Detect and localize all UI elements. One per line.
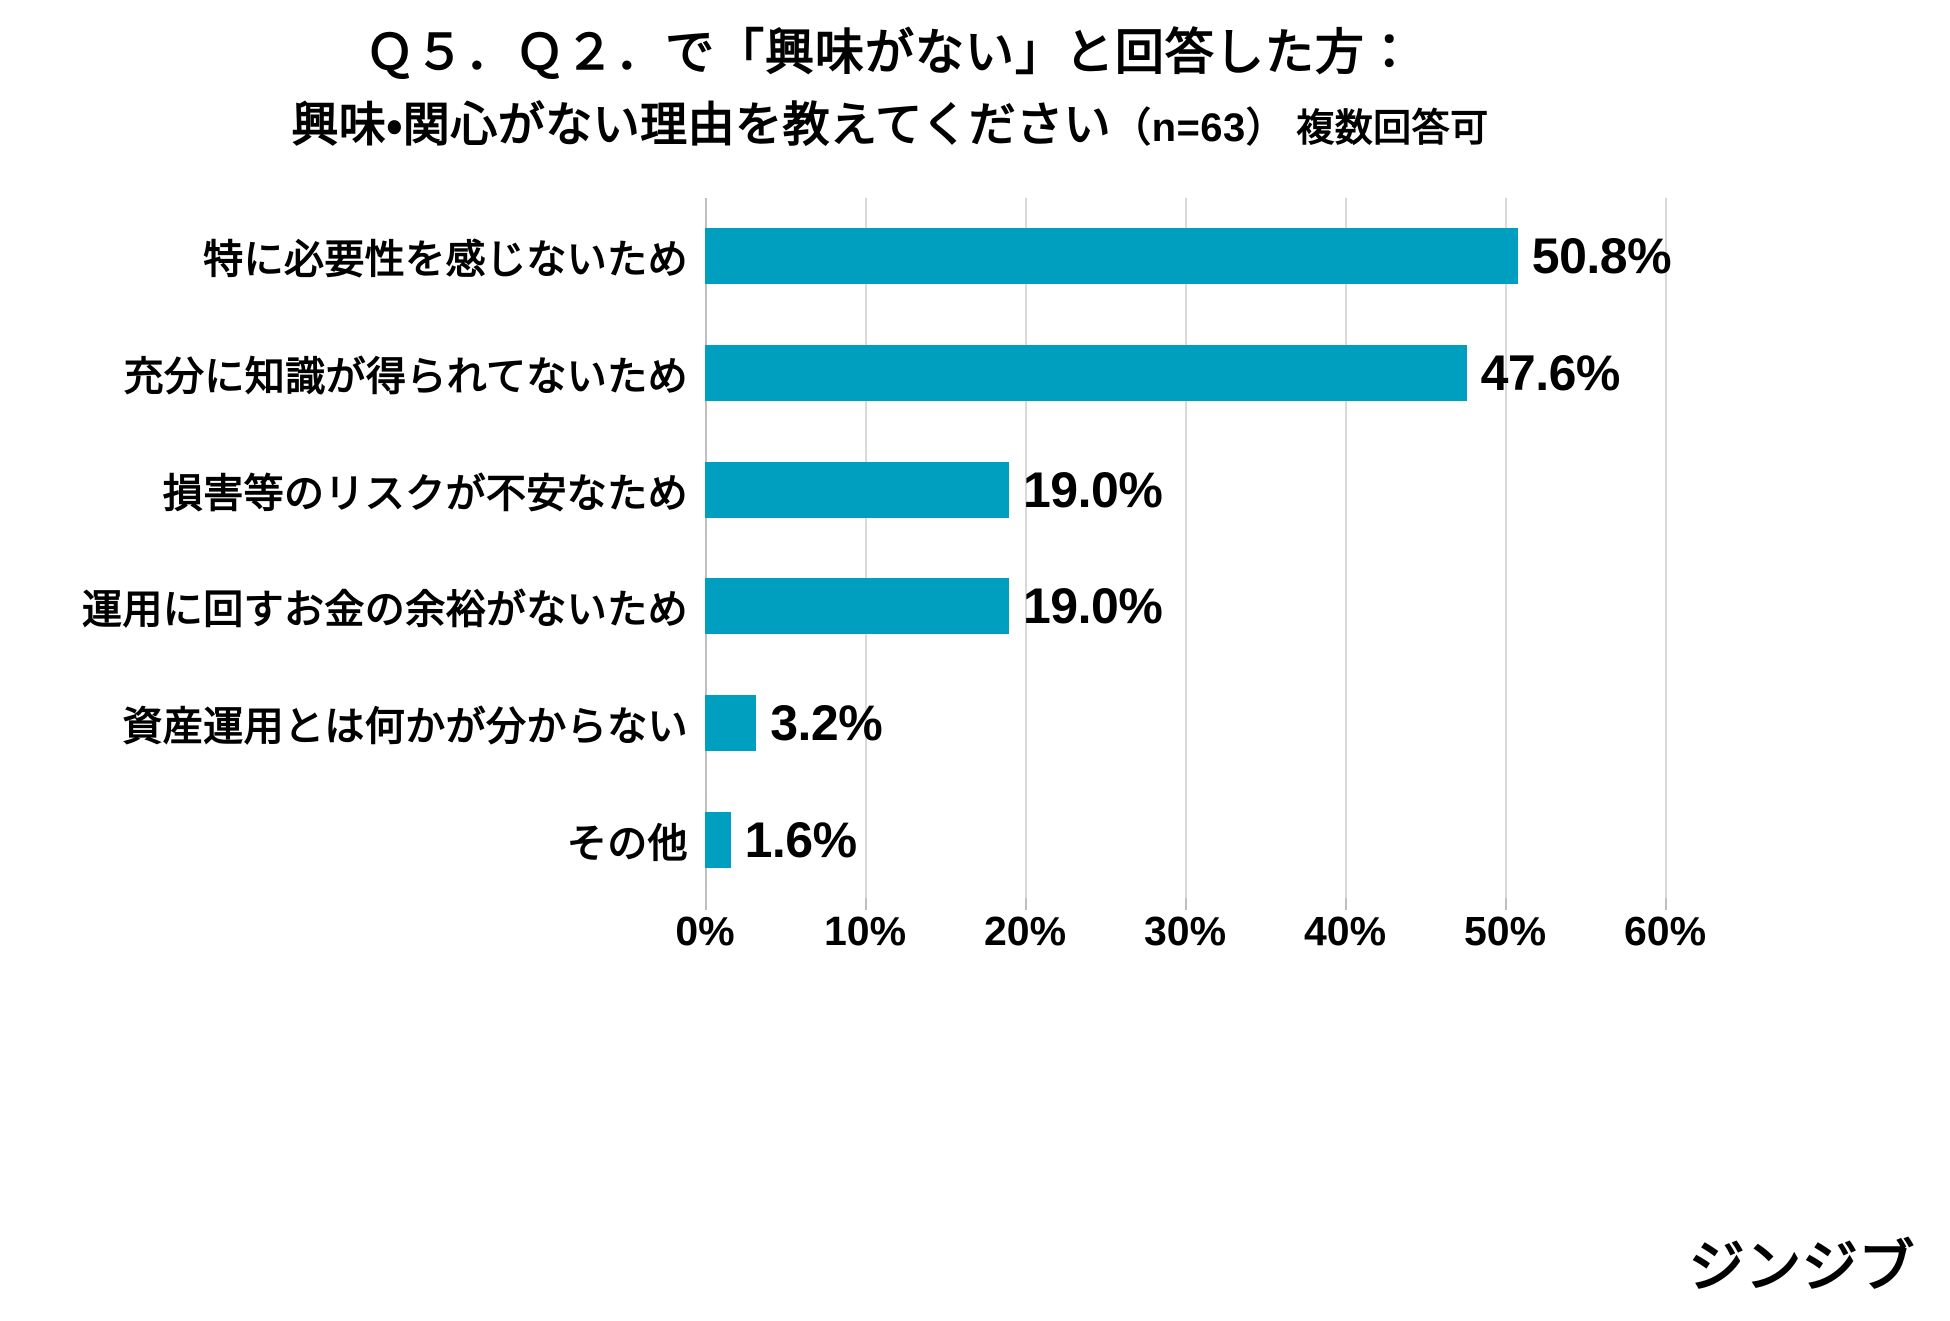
gridline-0%	[705, 198, 707, 898]
category-label: その他	[566, 821, 688, 866]
bar-value-label: 19.0%	[1023, 578, 1163, 635]
bar-row: その他 1.6%	[0, 781, 1950, 898]
x-axis-tick-label: 0%	[675, 908, 735, 954]
bar[interactable]	[705, 228, 1518, 285]
bar-and-value: 50.8%	[705, 198, 1672, 315]
bar-value-label: 19.0%	[1023, 461, 1163, 518]
gridline-40%	[1345, 198, 1347, 898]
bar-and-value: 3.2%	[705, 665, 883, 782]
gridline-10%	[865, 198, 867, 898]
gridline-60%	[1665, 198, 1667, 898]
chart-title-block: Ｑ５．Ｑ２．で「興味がない」と回答した方： 興味・関心がない理由を教えてください…	[0, 22, 1780, 155]
bar-and-value: 47.6%	[705, 315, 1620, 432]
bar-value-label: 3.2%	[770, 694, 883, 751]
bar-row: 資産運用とは何かが分からない 3.2%	[0, 665, 1950, 782]
bar-value-label: 50.8%	[1531, 228, 1672, 285]
bar-value-label: 1.6%	[744, 811, 857, 868]
bar[interactable]	[705, 461, 1009, 518]
x-axis-tick-label: 60%	[1623, 908, 1707, 954]
chart-sample-size: （n=63）	[1111, 105, 1287, 150]
gridline-20%	[1025, 198, 1027, 898]
tickmark-60%	[1665, 898, 1667, 910]
gridline-30%	[1185, 198, 1187, 898]
gridline-50%	[1505, 198, 1507, 898]
tickmark-50%	[1505, 898, 1507, 910]
bar-and-value: 1.6%	[705, 781, 857, 898]
chart-title-question-text: 興味・関心がない理由を教えてください	[291, 97, 1112, 151]
chart-multiple-answer-note: 複数回答可	[1296, 107, 1489, 150]
tickmark-40%	[1345, 898, 1347, 910]
tickmark-10%	[865, 898, 867, 910]
bar-row: 特に必要性を感じないため 50.8%	[0, 198, 1950, 315]
bar-and-value: 19.0%	[705, 548, 1163, 665]
tickmark-20%	[1025, 898, 1027, 910]
tickmark-30%	[1185, 898, 1187, 910]
jinjib-logo: ジンジブ	[1688, 1235, 1915, 1298]
x-axis-tick-label: 40%	[1303, 908, 1387, 954]
bar[interactable]	[705, 344, 1467, 401]
bar-row: 運用に回すお金の余裕がないため 19.0%	[0, 548, 1950, 665]
category-label: 充分に知識が得られてないため	[123, 354, 688, 399]
x-axis-tick-label: 30%	[1143, 908, 1227, 954]
x-axis-tick-label: 20%	[983, 908, 1067, 954]
tickmark-0%	[705, 898, 707, 910]
chart-title-line-1: Ｑ５．Ｑ２．で「興味がない」と回答した方：	[365, 26, 1415, 80]
bar-rows: 特に必要性を感じないため 50.8% 充分に知識が得られてないため 47.6% 損害等の…	[0, 198, 1950, 898]
category-label: 運用に回すお金の余裕がないため	[82, 588, 688, 633]
category-label: 損害等のリスクが不安なため	[162, 471, 688, 516]
bar-row: 損害等のリスクが不安なため 19.0%	[0, 431, 1950, 548]
bar[interactable]	[705, 811, 731, 868]
bar-and-value: 19.0%	[705, 431, 1163, 548]
bar-row: 充分に知識が得られてないため 47.6%	[0, 315, 1950, 432]
bar[interactable]	[705, 694, 757, 751]
plot-area	[705, 198, 1667, 898]
chart-title-line-2: 興味・関心がない理由を教えてください（n=63） 複数回答可	[0, 95, 1780, 155]
category-label: 資産運用とは何かが分からない	[122, 704, 688, 749]
category-label: 特に必要性を感じないため	[203, 238, 688, 283]
x-axis-labels: 0% 10% 20% 30% 40% 50% 60%	[0, 908, 1950, 968]
x-axis-tick-label: 50%	[1463, 908, 1547, 954]
bar[interactable]	[705, 578, 1009, 635]
bar-value-label: 47.6%	[1480, 344, 1621, 401]
x-axis-tick-label: 10%	[823, 908, 907, 954]
